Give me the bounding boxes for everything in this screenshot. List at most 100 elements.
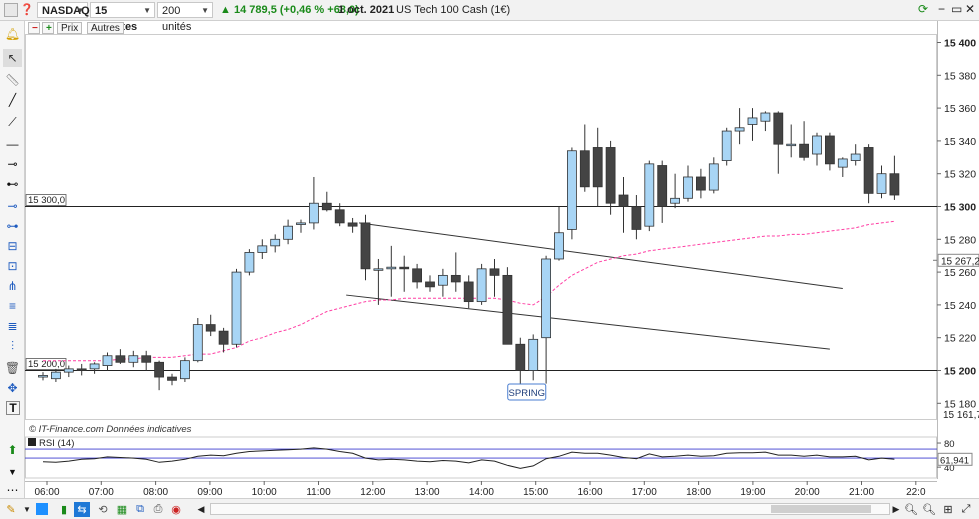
line-tool-2-icon[interactable]: ⊶ [6,219,19,233]
candle-body [721,130,732,161]
candle-body [657,165,668,207]
candle-body [141,355,152,363]
trend-up-icon: ▲ [220,4,231,16]
rsi-legend-swatch [28,438,36,446]
candle-body [321,202,332,211]
price-line-icon[interactable]: ⊸ [7,199,18,213]
instrument-value: NASDAQ [42,5,90,17]
units-value: 200 unités [162,5,192,33]
expand-down-icon[interactable]: ▼ [8,467,17,477]
help-icon[interactable]: ❓ [20,4,34,16]
candle-body [605,147,616,204]
share-icon[interactable]: ⇆ [74,502,90,517]
fibonacci-icon[interactable]: ≡ [8,299,16,313]
channel-2-icon[interactable]: ⊡ [7,259,18,273]
pencil-icon[interactable]: ✎ [6,504,16,516]
fibonacci-2-icon[interactable]: ≣ [7,319,18,333]
line-tool-icon[interactable]: ⊷ [6,177,19,191]
fib-fan-icon[interactable]: ⫶ [10,338,14,353]
tab-other[interactable]: Autres [87,22,124,34]
candle-body [515,343,526,371]
trendline-icon[interactable]: ╱ [8,93,17,107]
camera-icon[interactable]: ◉ [171,504,181,516]
candle-body [734,127,745,132]
trash-icon[interactable]: 🗑︎ [4,361,21,375]
instrument-select[interactable]: NASDAQ ▼ [37,2,90,18]
layout-icon[interactable]: ▦ [116,504,128,516]
color-picker-icon[interactable] [36,503,48,515]
candle-body [244,252,255,273]
sync-icon[interactable]: ⟲ [98,504,108,516]
timeframe-select[interactable]: 15 minutes▼ [90,2,155,33]
candle-body [218,330,229,345]
maximize-icon[interactable]: ▭ [951,2,963,16]
segment-icon[interactable]: ⟋ [8,114,17,129]
scrollbar-thumb[interactable] [771,505,871,513]
x-tick-label: 19:00 [740,487,765,498]
more-icon[interactable]: ⋯ [6,483,19,497]
tab-price[interactable]: Prix [57,22,83,34]
arrow-up-icon[interactable]: ⬆ [7,443,18,457]
candle-body [773,112,784,145]
zoom-in-icon[interactable]: 🔍︎ [922,504,936,516]
level-label-box [25,358,67,370]
bottom-toolbar: ✎ ▼ ▮ ⇆ ⟲ ▦ ⧉ ⎙ ◉ ◀ ▶ 🔍︎ 🔍︎ ⊞ ⤢ [0,498,979,519]
source-note: © IT-Finance.com Données indicatives [29,424,192,435]
move-icon[interactable]: ✥ [7,381,18,395]
drawing-tools-panel: 🔔︎ ↖ 📏︎ ╱ ⟋ — ⊸ ⊷ ⊸ ⊶ ⊟ ⊡ ⋔ ≡ ≣ ⫶ 🗑︎ ✥ T… [0,21,25,498]
scroll-left-icon[interactable]: ◀ [197,504,205,514]
x-tick-label: 15:00 [523,487,548,498]
channel-icon[interactable]: ⊟ [7,239,18,253]
candle-body [850,153,861,161]
zoom-out-icon[interactable]: 🔍︎ [904,504,918,516]
candle-body [373,268,384,271]
candle-body [128,355,139,363]
y-tick-label: 15 260 [944,267,976,279]
last-price-box [937,253,979,267]
minimize-icon[interactable]: − [938,2,946,16]
print-icon[interactable]: ⎙ [153,503,163,515]
chart-type-icon[interactable]: ▮ [60,504,68,516]
chevron-down-icon[interactable]: ▼ [23,505,31,514]
horizontal-levels: 15 300,0 15 200,0 [25,194,937,371]
horizontal-line-icon[interactable]: — [6,137,19,151]
candle-body [205,324,216,332]
candle-body [837,158,848,168]
candle-body [386,266,397,270]
x-tick-label: 12:00 [360,487,385,498]
ray-icon[interactable]: ⊸ [7,157,18,171]
refresh-icon[interactable]: ⟳ [918,2,929,16]
candle-body [670,197,680,204]
scroll-right-icon[interactable]: ▶ [892,504,900,514]
annotation-box [507,383,547,401]
pitchfork-icon[interactable]: ⋔ [7,279,18,293]
candle-body [102,355,113,366]
price-chart[interactable]: 15 300,0 15 200,0 15 400 15 380 15 360 15 34… [25,21,979,498]
time-scrollbar[interactable] [210,503,890,515]
fit-icon[interactable]: ⊞ [943,504,953,516]
text-tool-icon[interactable]: T [6,401,20,415]
close-icon[interactable]: ✕ [965,2,976,16]
x-tick-label: 07:00 [89,487,114,498]
zoom-in-button[interactable]: + [42,22,54,34]
channel-line [346,294,830,350]
zoom-out-button[interactable]: − [28,22,40,34]
bell-icon[interactable]: 🔔︎ [4,27,21,41]
units-select[interactable]: 200 unités ▼ [157,2,213,33]
cursor-icon[interactable]: ↖ [3,49,22,67]
y-tick-label: 15 380 [944,70,976,82]
time-axis: 06:00 07:00 08:00 09:00 10:00 11:00 12:00 13:00… [25,481,937,498]
ruler-icon[interactable]: 📏︎ [4,73,21,87]
compare-icon[interactable]: ⧉ [136,503,144,515]
candle-body [579,150,590,188]
instrument-icon[interactable] [4,3,18,17]
candle-body [167,376,177,381]
fullscreen-icon[interactable]: ⤢ [961,503,971,515]
x-tick-label: 11:00 [306,487,331,498]
x-tick-label: 21:00 [849,487,874,498]
annotations: SPRING © IT-Finance.com Données indicativ… [29,383,547,435]
level-label-box [25,194,67,206]
candle-body [412,268,423,283]
candle-body [231,271,242,345]
